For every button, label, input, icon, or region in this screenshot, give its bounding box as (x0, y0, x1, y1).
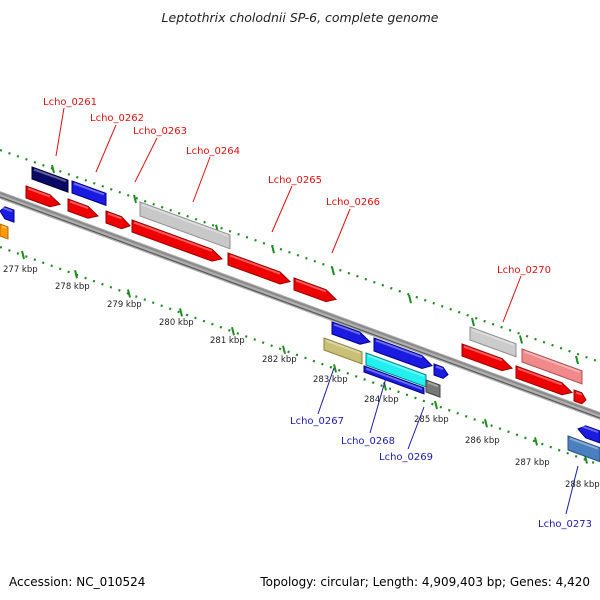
gene-lcho-0267[interactable] (323, 337, 363, 365)
gene-lcho-0269-blue[interactable] (433, 363, 449, 379)
gene-label-lcho-0265[interactable]: Lcho_0265 (268, 175, 322, 186)
scale-label-280: 280 kbp (159, 318, 194, 328)
gene-features (0, 166, 600, 463)
gene-label-lcho-0273[interactable]: Lcho_0273 (538, 519, 592, 530)
gene-label-lcho-0262[interactable]: Lcho_0262 (90, 113, 144, 124)
gene-lcho-0265[interactable] (227, 252, 292, 285)
connector-lcho-0267 (317, 367, 335, 415)
scale-label-286: 286 kbp (465, 436, 500, 446)
major-tick-bottom (333, 364, 337, 373)
gene-edge-orange[interactable] (0, 223, 9, 240)
scale-labels: 277 kbp 278 kbp 279 kbp 280 kbp 281 kbp … (3, 265, 600, 490)
gene-label-lcho-0269[interactable]: Lcho_0269 (379, 452, 433, 463)
gene-label-lcho-0267[interactable]: Lcho_0267 (290, 416, 344, 427)
gene-label-lcho-0264[interactable]: Lcho_0264 (186, 146, 240, 157)
major-tick-bottom (21, 250, 25, 260)
gene-lcho-0262[interactable] (71, 180, 107, 207)
gene-lcho-0271-pink[interactable] (521, 348, 583, 385)
gene-forward-c[interactable] (105, 210, 131, 230)
gene-label-lcho-0261[interactable]: Lcho_0261 (43, 97, 97, 108)
map-title: Leptothrix cholodnii SP-6, complete geno… (162, 10, 439, 25)
scale-label-278: 278 kbp (55, 282, 90, 292)
bottom-strand-labels: Lcho_0267 Lcho_0268 Lcho_0269 Lcho_0273 (290, 416, 592, 530)
gene-edge-blue[interactable] (0, 206, 15, 223)
gene-lcho-0264-grey[interactable] (139, 201, 231, 250)
gene-lcho-0273-blue[interactable] (577, 424, 600, 444)
major-tick-bottom (74, 270, 78, 279)
scale-label-282: 282 kbp (262, 355, 297, 365)
connector-lcho-0270 (502, 275, 522, 323)
major-tick-top (471, 317, 475, 327)
gene-lcho-0270-grey[interactable] (469, 326, 517, 358)
major-tick-top (133, 194, 137, 204)
connector-lcho-0268 (369, 377, 387, 434)
gene-forward-b[interactable] (67, 198, 100, 219)
gene-lcho-0269[interactable] (425, 379, 441, 398)
scale-label-287: 287 kbp (515, 458, 550, 468)
major-tick-bottom (231, 327, 235, 336)
gene-lcho-0261[interactable] (31, 166, 69, 193)
scale-label-285: 285 kbp (414, 415, 449, 425)
major-tick-top (331, 266, 335, 276)
major-tick-top (51, 164, 55, 174)
major-tick-top (408, 294, 412, 304)
scale-label-284: 284 kbp (364, 395, 399, 405)
connector-lcho-0263 (134, 137, 158, 183)
scale-label-277: 277 kbp (3, 265, 38, 275)
connector-lcho-0266 (331, 208, 351, 254)
major-tick-top (519, 335, 523, 344)
gene-lcho-0271[interactable] (515, 365, 574, 396)
tick-guides (0, 148, 600, 467)
connector-lcho-0265 (271, 185, 293, 233)
gene-label-lcho-0266[interactable]: Lcho_0266 (326, 197, 380, 208)
major-tick-bottom (127, 289, 131, 298)
label-connectors (55, 107, 579, 515)
major-tick-bottom (484, 418, 488, 428)
connector-lcho-0262 (95, 124, 117, 173)
gene-label-lcho-0263[interactable]: Lcho_0263 (133, 126, 187, 137)
gene-lcho-0266[interactable] (293, 277, 338, 303)
gene-lcho-0268-blue[interactable] (373, 337, 433, 370)
major-tick-top (271, 244, 275, 254)
scale-label-281: 281 kbp (210, 336, 245, 346)
major-tick-bottom (282, 345, 286, 355)
genome-summary-text: Topology: circular; Length: 4,909,403 bp… (259, 575, 590, 589)
major-tick-bottom (434, 400, 438, 410)
connector-lcho-0273 (565, 465, 579, 515)
accession-text: Accession: NC_010524 (9, 575, 145, 589)
gene-lcho-0268-dark[interactable] (363, 365, 425, 395)
major-tick-top (575, 355, 579, 365)
connector-lcho-0269 (407, 406, 425, 450)
gene-lcho-0270[interactable] (461, 343, 514, 372)
scale-label-288: 288 kbp (565, 480, 600, 490)
scale-label-283: 283 kbp (313, 375, 348, 385)
gene-label-lcho-0270[interactable]: Lcho_0270 (497, 265, 551, 276)
gene-forward-a[interactable] (25, 185, 62, 208)
major-tick-bottom (584, 455, 588, 464)
gene-lcho-0267-blue[interactable] (331, 321, 372, 345)
gene-lcho-0273[interactable] (567, 435, 600, 463)
gene-lcho-0264[interactable] (131, 219, 224, 262)
scale-label-279: 279 kbp (107, 300, 142, 310)
connector-lcho-0261 (55, 107, 65, 157)
top-strand-labels: Lcho_0261 Lcho_0262 Lcho_0263 Lcho_0264 … (43, 97, 551, 276)
major-tick-bottom (534, 437, 538, 446)
gene-lcho-0272[interactable] (573, 389, 587, 405)
genome-backbone (0, 191, 600, 420)
gene-label-lcho-0268[interactable]: Lcho_0268 (341, 436, 395, 447)
connector-lcho-0264 (192, 156, 211, 203)
major-tick-bottom (179, 308, 183, 317)
